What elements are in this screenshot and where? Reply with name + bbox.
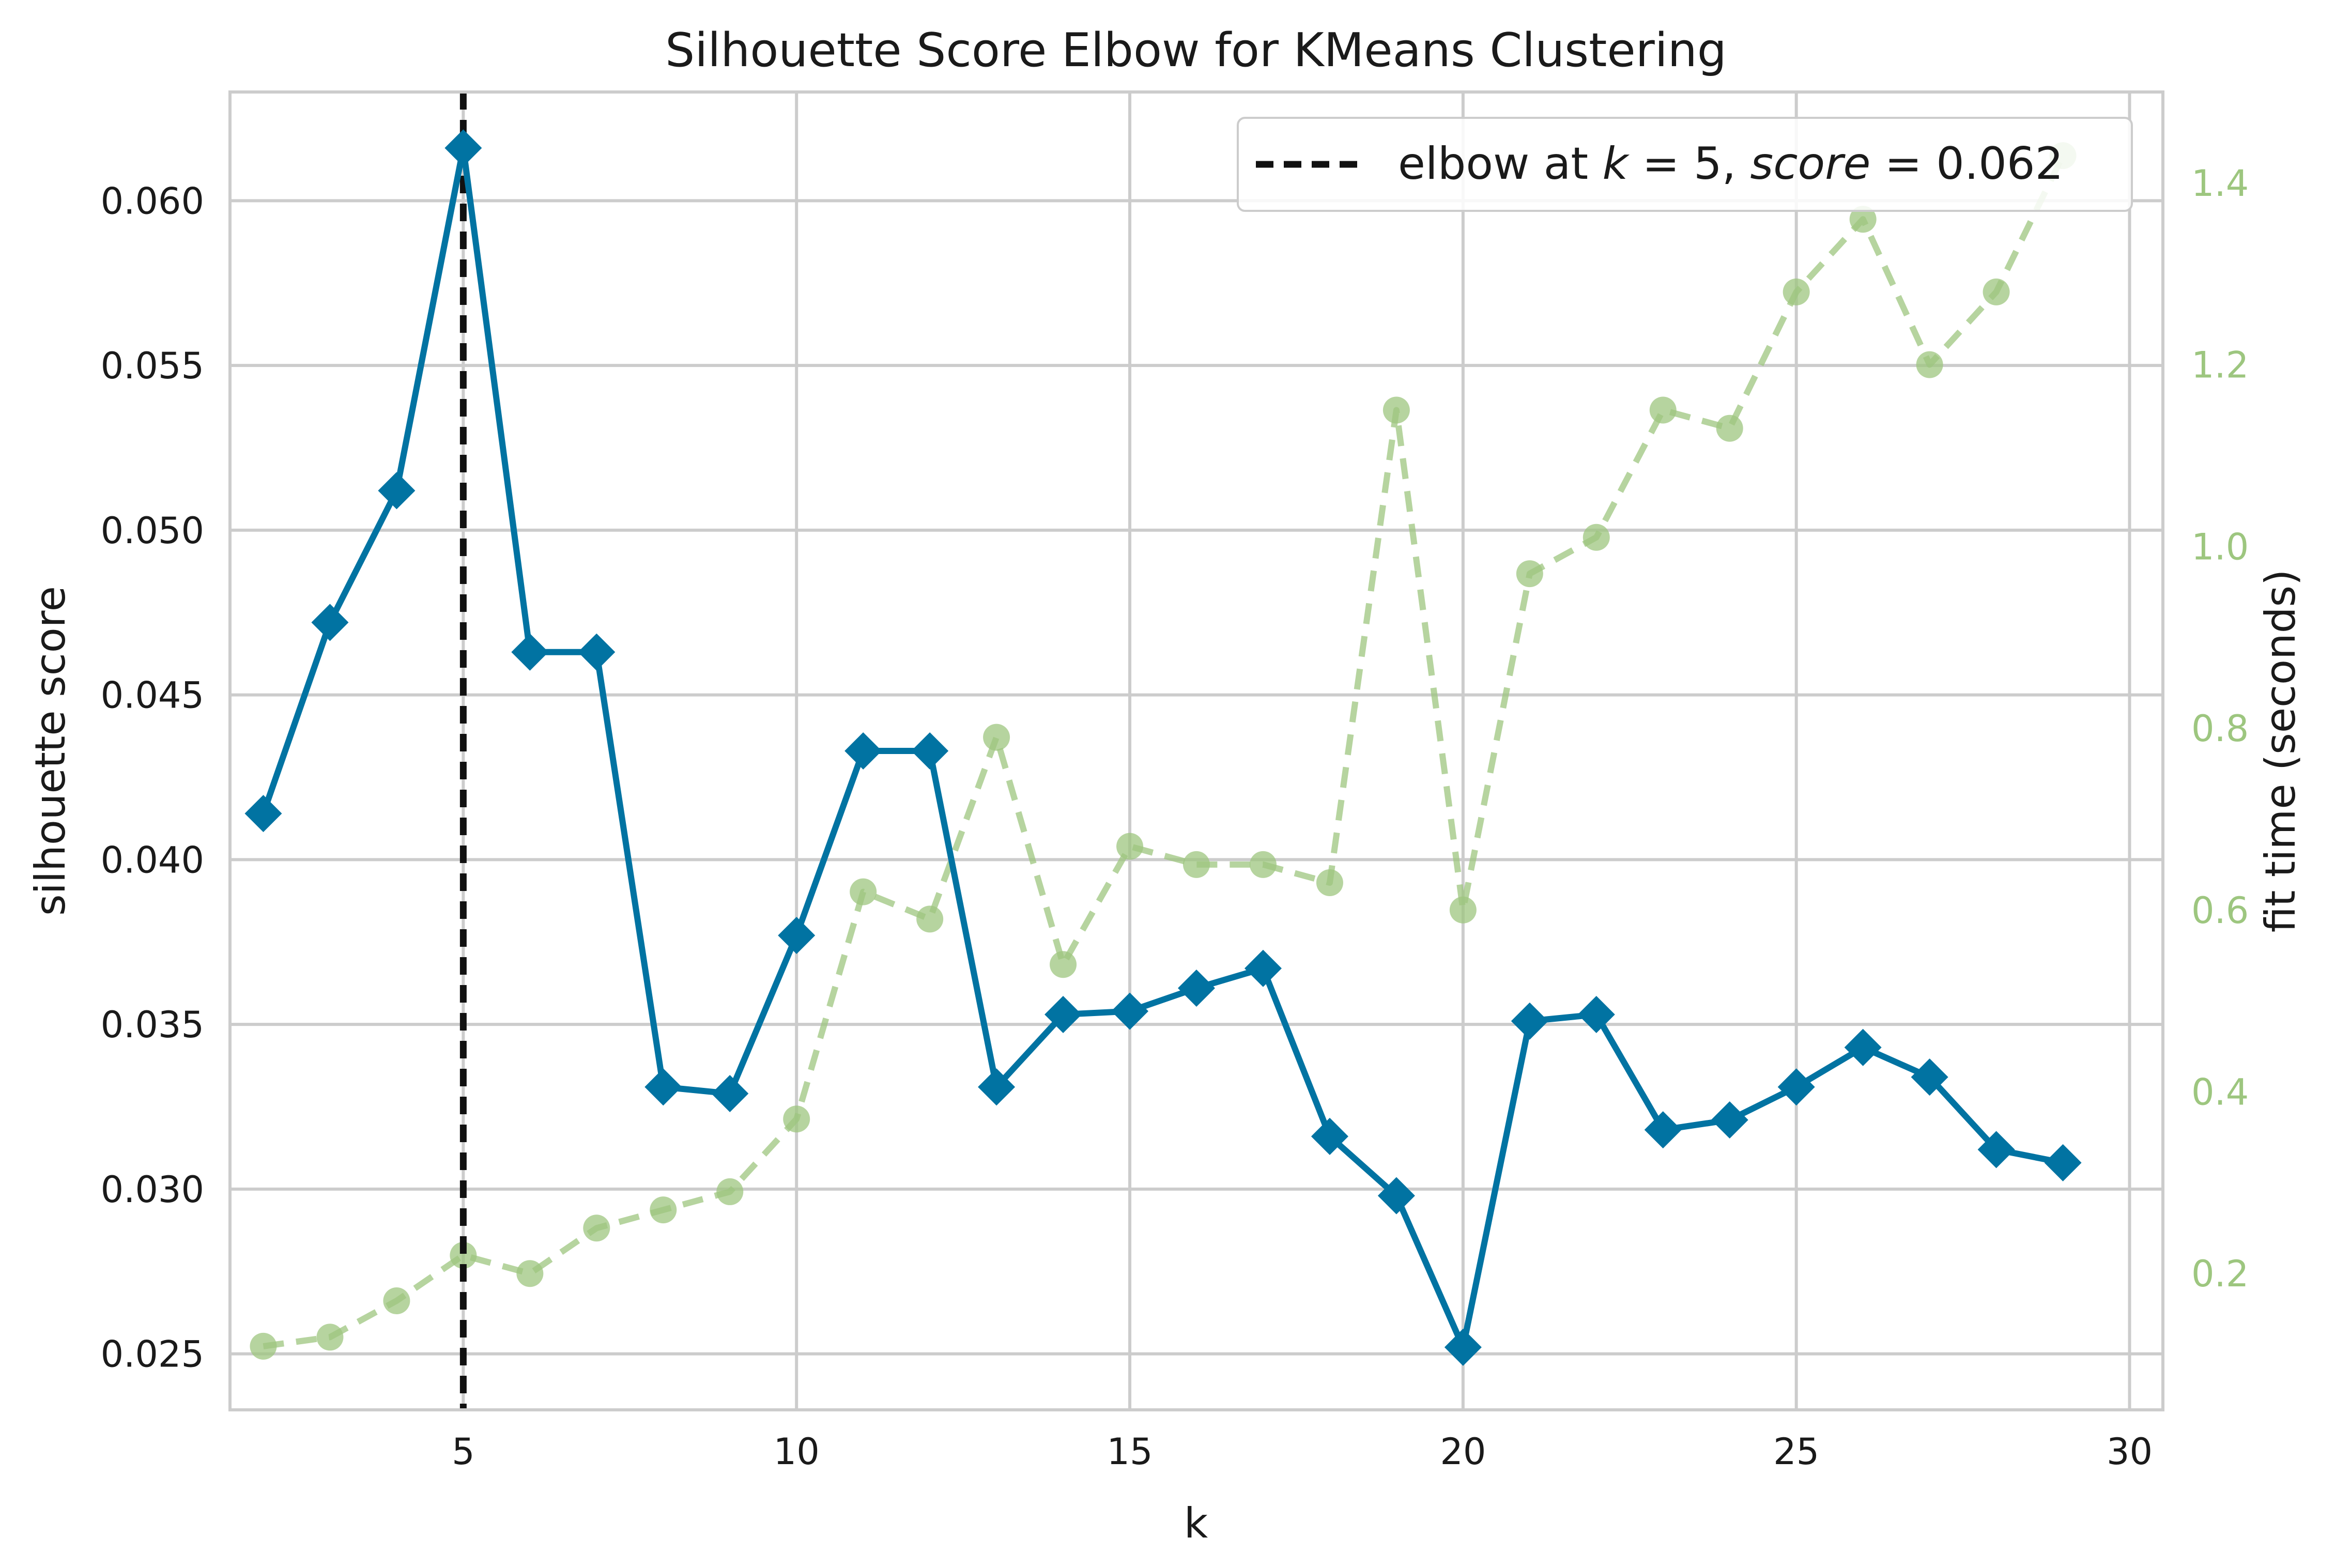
silhouette-point [1577,996,1615,1033]
fit-time-point [650,1196,677,1224]
silhouette-point [1444,1328,1482,1366]
x-tick-label: 25 [1773,1431,1819,1473]
silhouette-point [911,732,949,770]
fit-time-point [916,905,944,933]
fit-time-point [1983,278,2010,305]
y2-tick-label: 0.8 [2191,708,2249,750]
silhouette-point [1977,1131,2015,1169]
y2-tick-label: 1.0 [2191,526,2249,568]
fit-time-point [450,1242,477,1269]
silhouette-point [1844,1028,1882,1066]
silhouette-point [844,732,882,770]
y2-axis-label: fit time (seconds) [2256,570,2305,933]
legend-part-score: score [1750,138,1870,190]
x-tick-label: 10 [774,1431,820,1473]
fit-time-point [583,1215,610,1242]
y-tick-label: 0.050 [101,510,204,552]
x-tick-label: 5 [452,1431,475,1473]
y2-tick-label: 1.4 [2191,162,2249,205]
silhouette-point [1377,1177,1415,1215]
fit-time-point [783,1105,810,1133]
silhouette-point [978,1068,1016,1106]
legend-part-kval: = 5, [1628,138,1750,190]
fit-time-point [1916,351,1943,378]
silhouette-point [311,604,349,641]
chart-title: Silhouette Score Elbow for KMeans Cluste… [665,23,1727,78]
x-tick-label: 20 [1440,1431,1486,1473]
silhouette-point [1511,1002,1548,1040]
silhouette-series [244,129,2082,1366]
silhouette-point [1311,1117,1348,1155]
silhouette-point [1044,996,1082,1033]
fit-time-point [1783,278,1810,305]
fit-time-point [983,724,1010,751]
fit-time-point [1583,524,1610,551]
x-tick-label: 15 [1107,1431,1153,1473]
x-axis-ticks: 5 10 15 20 25 30 [452,1431,2153,1473]
silhouette-point [444,129,482,167]
plot-frame [228,90,2164,1411]
silhouette-point [778,917,816,954]
fit-time-point [1382,396,1410,424]
fit-time-point [516,1260,544,1287]
legend-part-k: k [1602,138,1630,190]
y-axis-ticks: 0.025 0.030 0.035 0.040 0.045 0.050 0.055 0.060 [101,180,204,1375]
silhouette-point [644,1068,682,1106]
fit-time-point [716,1178,744,1205]
fit-time-point [1716,414,1743,442]
y-tick-label: 0.030 [101,1169,204,1211]
fit-time-point [1116,833,1144,860]
legend-part-scoreval: = 0.062 [1870,138,2063,190]
y2-tick-label: 0.4 [2191,1071,2249,1113]
y-tick-label: 0.055 [101,345,204,387]
y-tick-label: 0.025 [101,1333,204,1376]
silhouette-point [511,633,549,671]
legend-part-prefix: elbow at [1398,138,1602,190]
fit-time-point [1449,896,1477,924]
x-tick-label: 30 [2107,1431,2153,1473]
legend: elbow at k = 5, score = 0.062 [1237,117,2133,212]
y-axis-label: silhouette score [26,586,74,916]
fit-time-point [1249,851,1277,878]
silhouette-point [1777,1068,1815,1106]
y2-tick-label: 0.2 [2191,1253,2249,1295]
legend-label: elbow at k = 5, score = 0.062 [1398,138,2063,190]
legend-box [1237,117,2133,212]
fit-time-point [1649,396,1677,424]
fit-time-point [850,878,877,905]
x-axis-label: k [1184,1499,1208,1547]
fit-time-point [1849,206,1877,233]
silhouette-point [1178,970,1215,1007]
silhouette-point [1644,1111,1682,1149]
fit-time-point [383,1287,410,1314]
y-tick-label: 0.045 [101,674,204,717]
silhouette-point [378,472,416,510]
fit-time-point [250,1332,277,1360]
y2-tick-label: 0.6 [2191,889,2249,932]
fit-time-point [1516,560,1543,588]
silhouette-point [1911,1058,1948,1096]
y2-tick-label: 1.2 [2191,344,2249,387]
silhouette-point [1111,992,1149,1030]
fit-time-point [1050,951,1077,978]
silhouette-point [244,795,282,833]
y-tick-label: 0.060 [101,180,204,222]
y-tick-label: 0.040 [101,839,204,881]
y2-axis-ticks: 0.2 0.4 0.6 0.8 1.0 1.2 1.4 [2191,162,2249,1295]
silhouette-point [578,633,616,671]
silhouette-point [1711,1101,1748,1139]
silhouette-line [260,145,2064,1350]
fit-time-line [263,154,2066,1349]
silhouette-point [1244,949,1282,987]
silhouette-point [711,1075,749,1112]
fit-time-point [1183,851,1210,878]
silhouette-point [2044,1144,2082,1181]
fit-time-point [1316,869,1343,896]
fit-time-point [316,1324,344,1351]
y-tick-label: 0.035 [101,1004,204,1046]
